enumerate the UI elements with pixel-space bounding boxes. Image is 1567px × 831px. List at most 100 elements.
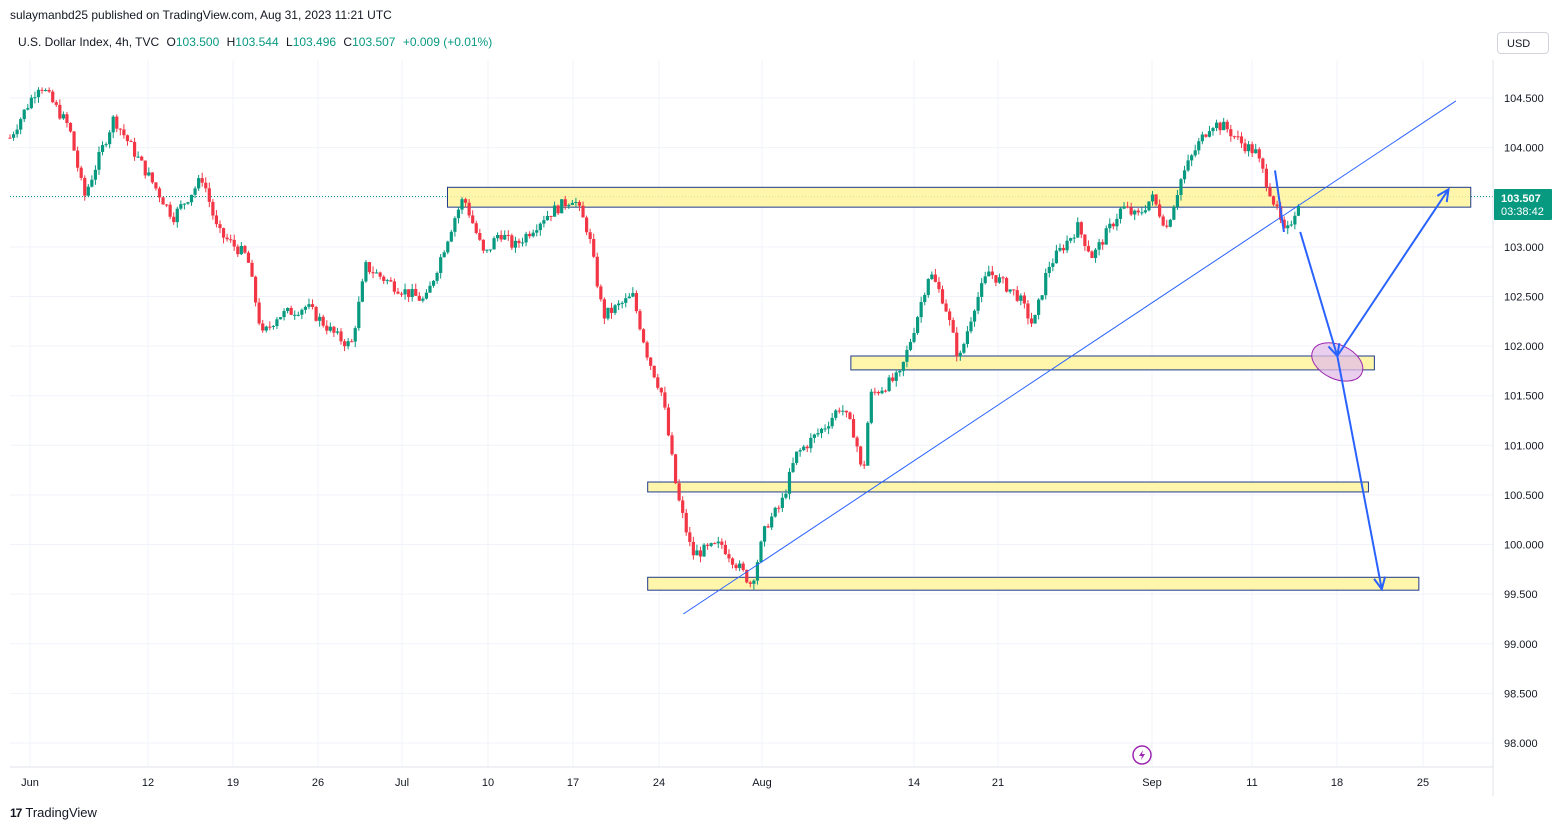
candle-body [108,132,112,145]
candle-body [698,550,703,557]
candle-body [1004,278,1009,292]
candle-body [76,150,80,168]
price-tick-label: 99.500 [1504,589,1538,601]
time-tick-label: 25 [1417,777,1429,789]
candle-body [930,274,934,279]
candle-body [43,89,48,91]
candle-body [442,252,446,258]
candle-body [844,410,849,413]
time-tick-label: 19 [227,777,239,789]
candle-body [510,235,514,248]
candle-body [542,220,546,224]
projection-arrow[interactable] [1336,355,1383,590]
candle-body [898,370,902,373]
candle-body [1293,215,1297,225]
trend-line[interactable] [683,100,1457,615]
candle-body [40,89,44,91]
candle-body [720,541,724,545]
analysis-drawings[interactable] [683,100,1457,615]
candle-body [47,89,51,92]
candle-body [972,310,977,322]
candle-body [1247,144,1251,152]
candle-body [528,233,532,237]
candle-body [367,262,372,273]
candle-body [641,329,646,343]
candle-body [439,257,443,273]
price-zone[interactable] [647,576,1420,591]
candle-body [1047,266,1051,274]
candle-body [250,262,254,277]
candle-body [271,326,275,328]
candle-body [1150,194,1155,202]
candle-body [1218,122,1222,131]
candle-body [673,454,678,484]
candle-body [1179,179,1183,196]
tradingview-footer[interactable]: 17 TradingView [10,805,97,820]
projection-arrow[interactable] [1299,231,1339,357]
candle-body [549,215,553,217]
candle-body [915,317,920,333]
candle-body [1211,128,1215,132]
price-tick-label: 101.000 [1504,440,1544,452]
candle-body [125,135,130,142]
candle-body [392,281,396,292]
candle-body [1122,206,1126,209]
candle-body [681,500,685,513]
candle-body [730,558,735,565]
candle-body [456,209,461,219]
candle-body [374,272,379,274]
price-tick-label: 102.000 [1504,341,1544,353]
candle-body [1101,242,1105,245]
candle-body [659,387,663,393]
projection-arrow[interactable] [1274,170,1285,233]
candle-body [962,343,966,353]
candle-body [816,433,820,435]
candle-body [1104,228,1108,245]
candle-body [339,331,343,342]
candle-body [997,277,1002,283]
close-label: C [343,35,353,49]
projection-arrow[interactable] [1336,188,1450,357]
candle-body [318,316,322,321]
candle-body [193,188,197,195]
candle-body [802,446,806,451]
candle-body [869,391,873,423]
candle-body [919,302,923,318]
candle-body [859,446,863,465]
price-tick-label: 102.500 [1504,291,1544,303]
candle-body [1108,223,1112,229]
candle-body [61,114,65,119]
candle-body [1165,225,1169,227]
candle-body [410,288,414,298]
candle-body [766,526,770,528]
candle-body [1289,224,1293,226]
open-label: O [166,35,176,49]
price-tick-label: 100.000 [1504,540,1544,552]
candle-body [496,234,500,239]
candle-body [261,323,265,331]
price-zone[interactable] [850,355,1375,371]
time-axis[interactable]: Jun 12 19 26 Jul 10 17 24 Aug 14 21 Sep 11 18 25 [21,777,1429,789]
price-zone[interactable] [647,481,1369,493]
candle-body [214,215,219,225]
currency-button[interactable]: USD [1497,32,1549,54]
support-resistance-zones[interactable] [446,186,1472,591]
candle-body [1015,290,1019,301]
candle-body [236,246,240,255]
lightning-icon[interactable] [1132,745,1152,765]
candle-body [1232,136,1236,138]
candle-body [1193,150,1197,156]
candle-body [827,426,831,429]
price-zone[interactable] [446,186,1472,208]
candle-body [873,391,877,393]
candle-body [830,417,834,427]
candle-body [399,293,404,295]
candle-body [948,311,952,321]
candle-body [147,172,151,176]
candle-body [606,307,610,319]
candle-body [891,377,895,381]
candle-body [741,563,745,570]
candle-body [218,224,222,229]
candle-body [136,156,140,158]
